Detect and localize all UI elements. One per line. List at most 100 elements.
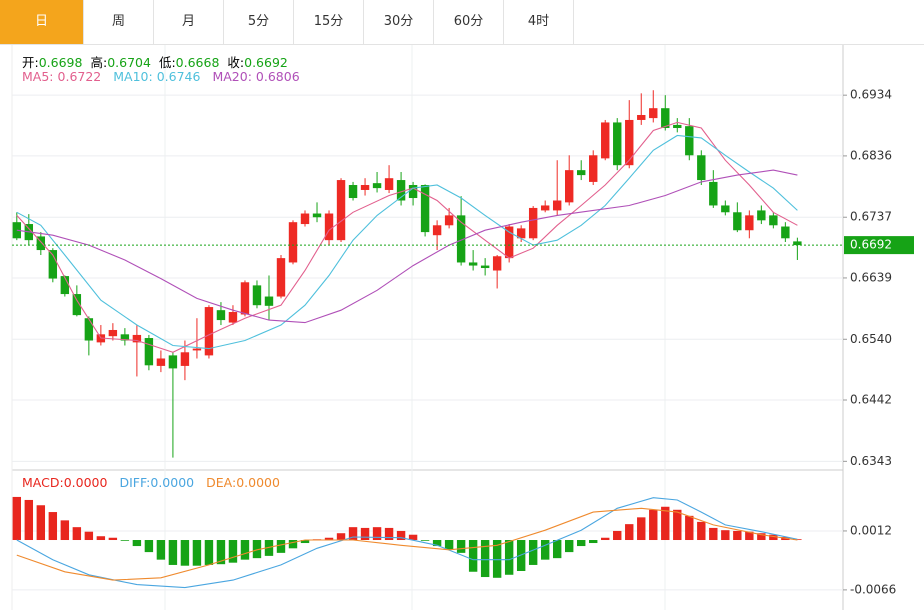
tab[interactable]: 30分 — [364, 0, 434, 44]
candle-body — [204, 307, 214, 356]
candle-body — [528, 207, 538, 239]
macd-bar — [60, 520, 70, 541]
candle-body — [444, 215, 454, 226]
candle-body — [60, 276, 70, 295]
macd-bar — [432, 540, 442, 547]
candle-body — [601, 122, 610, 159]
y-tick-label: -0.0066 — [850, 582, 896, 596]
macd-bar — [504, 540, 514, 575]
macd-bar — [601, 537, 610, 541]
candle-body — [709, 181, 718, 206]
current-price-label: 0.6692 — [850, 238, 892, 252]
macd-bar — [48, 512, 58, 541]
tab-bar: 日周月 5分 15分 30分 60分 4时 — [0, 0, 924, 45]
macd-bar — [384, 527, 394, 541]
info-label: 开: — [22, 55, 39, 70]
macd-bar — [168, 540, 178, 565]
tab[interactable]: 15分 — [294, 0, 364, 44]
macd-bar — [456, 540, 466, 553]
macd-bar — [288, 540, 298, 549]
tab[interactable]: 日 — [0, 0, 84, 44]
candle-body — [769, 215, 778, 226]
candle-body — [456, 215, 466, 263]
candle-body — [673, 124, 682, 129]
macd-bar — [721, 530, 730, 541]
indicator-line — [16, 507, 798, 581]
macd-bar — [216, 540, 226, 565]
macd-bar — [468, 540, 478, 572]
candle-body — [324, 213, 334, 241]
macd-bar — [300, 540, 310, 544]
legend-name: MA20: — [212, 69, 252, 84]
candle-body — [336, 180, 346, 241]
candle-body — [36, 236, 46, 251]
macd-bar — [84, 531, 94, 541]
macd-bar — [492, 540, 502, 578]
macd-bar — [180, 540, 190, 566]
macd-bar — [408, 534, 418, 541]
candle-body — [613, 122, 622, 166]
candle-body — [216, 310, 226, 321]
macd-bar — [144, 540, 154, 553]
macd-bar — [649, 509, 658, 541]
macd-bar — [528, 540, 538, 565]
candle-body — [432, 225, 442, 236]
candle-body — [468, 262, 478, 266]
info-label: 收: — [227, 55, 245, 70]
candle-body — [733, 212, 742, 231]
legend-value: 0.0000 — [236, 475, 280, 490]
candle-body — [180, 352, 190, 366]
candle-body — [228, 312, 238, 323]
candle-body — [661, 108, 670, 129]
candle-body — [360, 185, 370, 190]
candle-body — [132, 334, 142, 343]
indicator-line — [16, 169, 798, 324]
y-tick-label: 0.6639 — [850, 270, 892, 284]
macd-bar — [120, 540, 130, 541]
tab[interactable]: 周 — [84, 0, 154, 44]
candle-body — [396, 180, 406, 201]
candle-body — [577, 170, 586, 176]
legend-name: DEA: — [206, 475, 237, 490]
macd-legend: MACD:0.0000 DIFF:0.0000 DEA:0.0000 — [22, 475, 292, 490]
info-label: 高: — [90, 55, 108, 70]
candle-body — [408, 185, 418, 199]
macd-bar — [685, 515, 694, 541]
candle-body — [120, 334, 130, 341]
candle-body — [372, 183, 382, 189]
macd-bar — [156, 540, 166, 560]
macd-bar — [769, 534, 778, 541]
macd-bar — [24, 499, 34, 541]
macd-bar — [204, 540, 214, 565]
candle-body — [144, 338, 154, 366]
macd-bar — [444, 540, 454, 550]
candle-body — [697, 155, 706, 181]
candle-body — [84, 318, 94, 341]
macd-bar — [348, 527, 358, 541]
candle-body — [637, 115, 646, 120]
macd-bar — [420, 540, 430, 541]
candle-body — [781, 226, 790, 239]
legend-value: 0.6806 — [255, 69, 300, 84]
candle-body — [156, 358, 166, 366]
indicator-line — [16, 121, 798, 353]
current-price-box — [844, 236, 914, 255]
info-label: 低: — [158, 55, 176, 70]
candle-body — [480, 265, 490, 269]
legend-value: 0.6722 — [57, 69, 102, 84]
macd-bar — [673, 509, 682, 541]
tab[interactable]: 60分 — [434, 0, 504, 44]
tab[interactable]: 5分 — [224, 0, 294, 44]
candle-body — [348, 185, 358, 199]
tab[interactable]: 月 — [154, 0, 224, 44]
y-tick-label: 0.6343 — [850, 454, 892, 468]
candle-body — [420, 185, 430, 233]
macd-bar — [372, 527, 382, 541]
tab[interactable]: 4时 — [504, 0, 574, 44]
macd-bar — [625, 524, 634, 541]
macd-bar — [72, 527, 82, 541]
macd-bar — [96, 536, 106, 541]
candle-body — [721, 205, 730, 213]
y-tick-label: 0.6836 — [850, 148, 892, 162]
